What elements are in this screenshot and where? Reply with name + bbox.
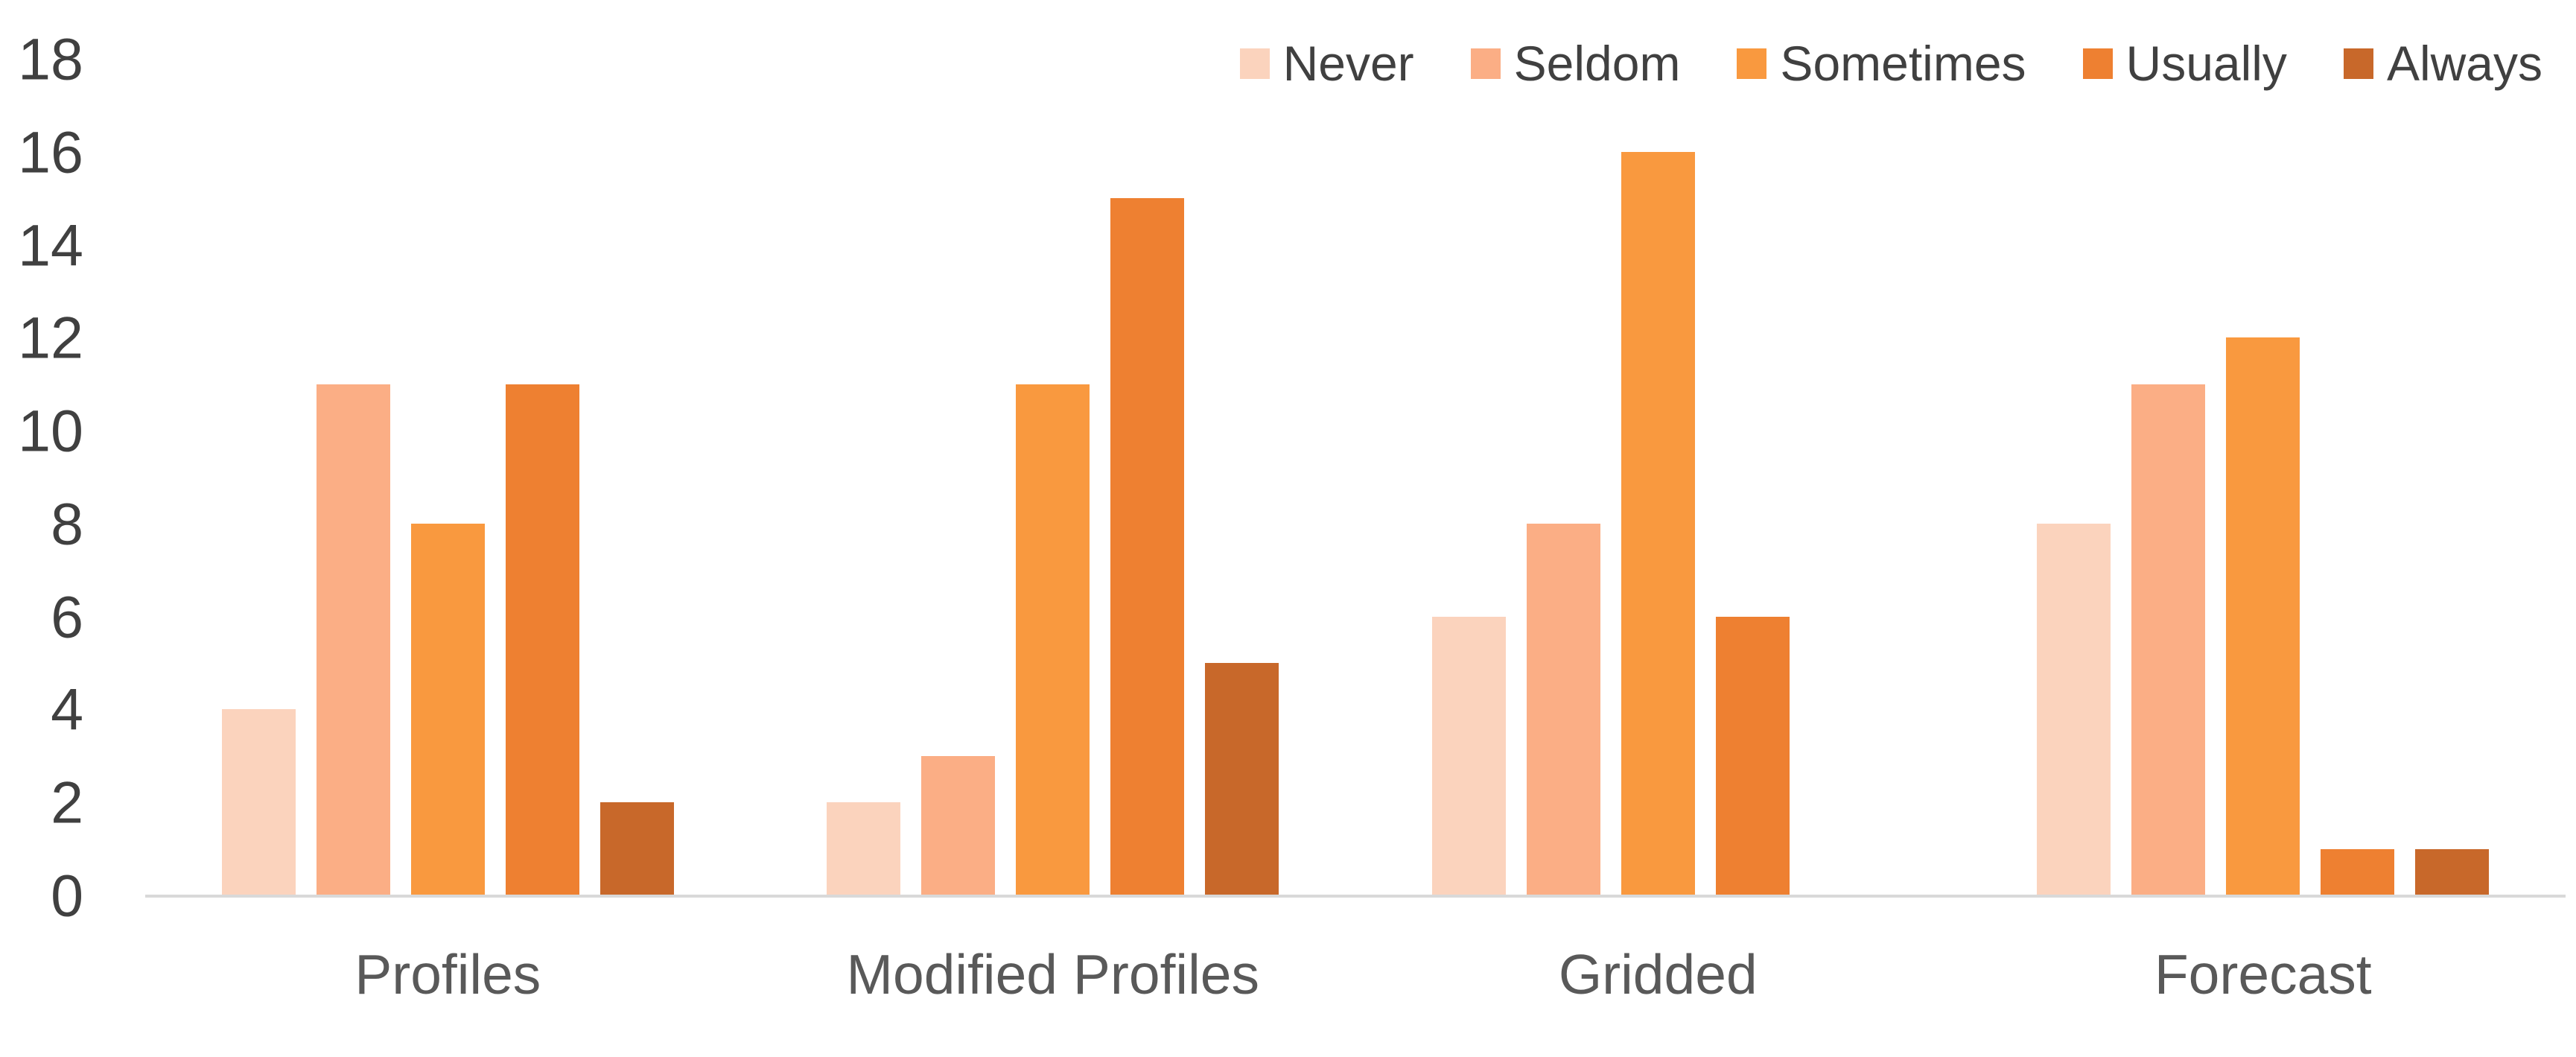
y-axis-tick-label: 10	[18, 397, 83, 464]
bar-never-gridded	[1431, 616, 1506, 895]
legend-item-seldom: Seldom	[1470, 36, 1681, 91]
y-axis-tick-label: 6	[51, 583, 83, 650]
bar-always-forecast	[2415, 848, 2490, 895]
plot-area	[145, 59, 2566, 898]
bar-seldom-modified-profiles	[921, 755, 996, 895]
bar-seldom-forecast	[2131, 384, 2206, 895]
bar-group-modified-profiles	[751, 59, 1356, 895]
legend-label: Never	[1282, 36, 1414, 91]
y-axis-tick-label: 14	[18, 212, 83, 279]
legend-swatch-icon	[1239, 48, 1270, 79]
bar-seldom-profiles	[316, 384, 390, 895]
bar-sometimes-profiles	[410, 523, 485, 895]
legend-label: Seldom	[1513, 36, 1681, 91]
x-axis-category-labels: Profiles Modified Profiles Gridded Forecast	[145, 940, 2566, 1010]
y-axis-tick-label: 4	[51, 676, 83, 743]
bar-sometimes-gridded	[1621, 151, 1695, 895]
legend-item-never: Never	[1239, 36, 1414, 91]
bar-always-profiles	[600, 802, 674, 895]
bar-usually-gridded	[1715, 616, 1790, 895]
legend-swatch-icon	[2343, 48, 2373, 79]
x-axis-line	[145, 895, 2566, 898]
y-axis-tick-label: 18	[18, 25, 83, 92]
legend-item-sometimes: Sometimes	[1737, 39, 2026, 88]
y-axis-tick-label: 2	[51, 769, 83, 836]
x-axis-category-label: Modified Profiles	[846, 943, 1259, 1006]
legend-swatch-icon	[1470, 48, 1501, 79]
bar-always-modified-profiles	[1205, 663, 1279, 895]
legend-label: Sometimes	[1780, 36, 2026, 91]
chart-legend: Never Seldom Sometimes Usually Always	[1239, 36, 2542, 91]
bar-group-profiles	[145, 59, 751, 895]
bar-seldom-gridded	[1526, 523, 1600, 895]
bar-groups	[145, 59, 2566, 895]
y-axis-tick-label: 8	[51, 490, 83, 557]
bar-sometimes-forecast	[2226, 337, 2300, 895]
legend-label: Always	[2386, 36, 2542, 91]
x-axis-category-label: Profiles	[354, 943, 541, 1006]
legend-swatch-icon	[2082, 48, 2113, 79]
x-axis-category-label: Forecast	[2154, 943, 2372, 1006]
bar-usually-profiles	[505, 384, 579, 895]
y-axis-tick-labels: 0 2 4 6 8 10 12 14 16 18	[0, 30, 83, 925]
legend-swatch-icon	[1737, 48, 1767, 79]
bar-usually-forecast	[2321, 848, 2395, 895]
bar-never-modified-profiles	[827, 802, 901, 895]
bar-usually-modified-profiles	[1110, 198, 1185, 895]
legend-item-always: Always	[2343, 36, 2542, 91]
bar-group-forecast	[1961, 59, 2566, 895]
bar-group-gridded	[1355, 59, 1961, 895]
legend-item-usually: Usually	[2082, 36, 2287, 91]
y-axis-tick-label: 12	[18, 304, 83, 371]
legend-label: Usually	[2125, 36, 2287, 91]
x-axis-category-label: Gridded	[1558, 943, 1758, 1006]
y-axis-tick-label: 16	[18, 118, 83, 185]
bar-never-profiles	[221, 709, 296, 895]
bar-never-forecast	[2037, 523, 2111, 895]
y-axis-tick-label: 0	[51, 862, 83, 929]
bar-sometimes-modified-profiles	[1016, 384, 1090, 895]
